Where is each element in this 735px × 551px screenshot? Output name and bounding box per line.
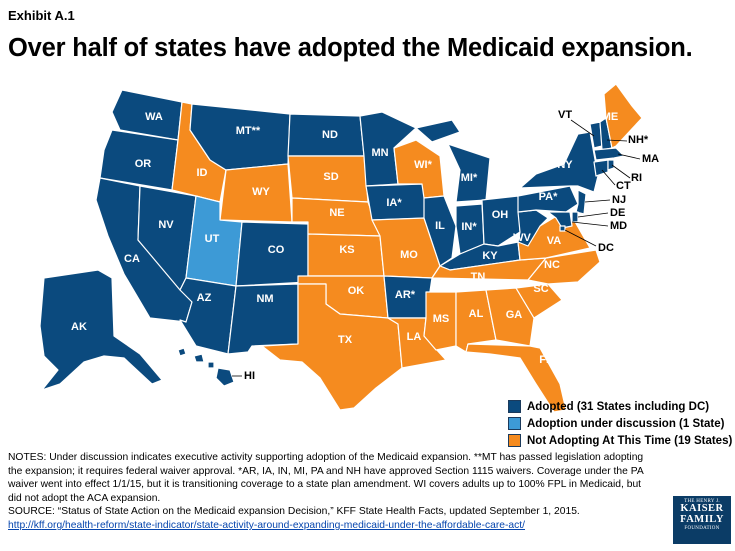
state-OH[interactable] (481, 195, 521, 247)
label-WV: WV (513, 232, 531, 244)
notes-block: NOTES: Under discussion indicates execut… (8, 451, 648, 533)
label-OH: OH (492, 209, 509, 221)
label-SC: SC (533, 283, 548, 295)
state-DE[interactable] (571, 211, 579, 223)
legend-under-discussion-label: Adoption under discussion (1 State) (527, 417, 725, 430)
label-KS: KS (339, 244, 354, 256)
label-VA: VA (547, 235, 562, 247)
label-ID: ID (197, 167, 208, 179)
state-HI[interactable] (177, 347, 235, 387)
label-CA: CA (124, 253, 140, 265)
state-FL[interactable] (465, 343, 567, 413)
logo-line1: THE HENRY J. (684, 499, 720, 504)
state-MA[interactable] (593, 147, 625, 161)
label-MN: MN (371, 147, 388, 159)
label-AR: AR* (395, 289, 416, 301)
label-LA: LA (407, 331, 422, 343)
label-AL: AL (469, 308, 484, 320)
label-OR: OR (135, 158, 152, 170)
state-CT[interactable] (593, 159, 609, 177)
state-NJ[interactable] (575, 189, 587, 215)
state-AZ[interactable] (179, 277, 237, 355)
us-medicaid-map: WA OR CA NV ID MT** WY UT AZ CO NM ND SD… (39, 83, 659, 413)
logo-line2: KAISER (680, 503, 724, 514)
state-WV[interactable] (517, 209, 549, 247)
page-title: Over half of states have adopted the Med… (8, 34, 693, 62)
label-MS: MS (433, 313, 450, 325)
label-MT: MT** (236, 125, 261, 137)
exhibit-label: Exhibit A.1 (8, 8, 75, 23)
label-NV: NV (158, 219, 174, 231)
source-text: SOURCE: “Status of State Action on the M… (8, 506, 580, 518)
map-legend: Adopted (31 States including DC) Adoptio… (508, 398, 732, 449)
logo-line4: FOUNDATION (684, 526, 720, 531)
legend-adopted-label: Adopted (31 States including DC) (527, 400, 710, 413)
label-SD: SD (323, 171, 338, 183)
label-OK: OK (348, 285, 365, 297)
label-CT: CT (616, 180, 631, 192)
label-NY: NY (557, 159, 573, 171)
label-ME: ME (602, 111, 619, 123)
label-NM: NM (256, 293, 273, 305)
label-NC: NC (544, 259, 560, 271)
label-PA: PA* (539, 191, 558, 203)
logo-line3: FAMILY (680, 513, 724, 525)
label-IL: IL (435, 220, 445, 232)
label-MA: MA (642, 153, 659, 165)
label-ND: ND (322, 129, 338, 141)
state-NY[interactable] (519, 131, 599, 193)
kff-logo: THE HENRY J. KAISER FAMILY FOUNDATION (673, 496, 731, 544)
label-VT: VT (558, 109, 572, 121)
label-NH: NH* (628, 134, 649, 146)
label-WI: WI* (414, 159, 432, 171)
state-IL[interactable] (423, 195, 457, 267)
state-MD[interactable] (547, 211, 573, 229)
state-TX[interactable] (261, 283, 403, 411)
label-GA: GA (506, 309, 523, 321)
label-IN: IN* (461, 221, 477, 233)
label-TN: TN (471, 271, 486, 283)
legend-not-adopting: Not Adopting At This Time (19 States) (508, 432, 732, 449)
state-RI[interactable] (607, 159, 615, 171)
label-WA: WA (145, 111, 163, 123)
swatch-under-discussion (508, 417, 521, 430)
label-IA: IA* (386, 197, 402, 209)
label-RI: RI (631, 172, 642, 184)
label-MI: MI* (461, 172, 478, 184)
state-ME[interactable] (603, 83, 643, 149)
label-HI: HI (244, 370, 255, 382)
label-DE: DE (610, 207, 625, 219)
label-MD: MD (610, 220, 627, 232)
source-link[interactable]: http://kff.org/health-reform/state-indic… (8, 519, 526, 531)
label-NJ: NJ (612, 194, 626, 206)
legend-not-adopting-label: Not Adopting At This Time (19 States) (527, 434, 733, 447)
state-AK[interactable] (39, 269, 163, 391)
label-TX: TX (338, 334, 353, 346)
label-FL: FL (539, 354, 553, 366)
legend-adopted: Adopted (31 States including DC) (508, 398, 732, 415)
label-NE: NE (329, 207, 344, 219)
label-UT: UT (205, 233, 220, 245)
label-DC: DC (598, 242, 614, 254)
notes-text: NOTES: Under discussion indicates execut… (8, 452, 644, 504)
label-CO: CO (268, 244, 285, 256)
state-GA[interactable] (485, 287, 535, 347)
label-KY: KY (482, 250, 498, 262)
label-MO: MO (400, 249, 418, 261)
label-WY: WY (252, 186, 270, 198)
swatch-not-adopting (508, 434, 521, 447)
label-AZ: AZ (197, 292, 212, 304)
label-AK: AK (71, 321, 87, 333)
state-OR[interactable] (99, 129, 179, 191)
swatch-adopted (508, 400, 521, 413)
state-MI[interactable] (415, 119, 491, 203)
legend-under-discussion: Adoption under discussion (1 State) (508, 415, 732, 432)
state-SC[interactable] (515, 283, 563, 319)
state-DC[interactable] (559, 225, 566, 232)
